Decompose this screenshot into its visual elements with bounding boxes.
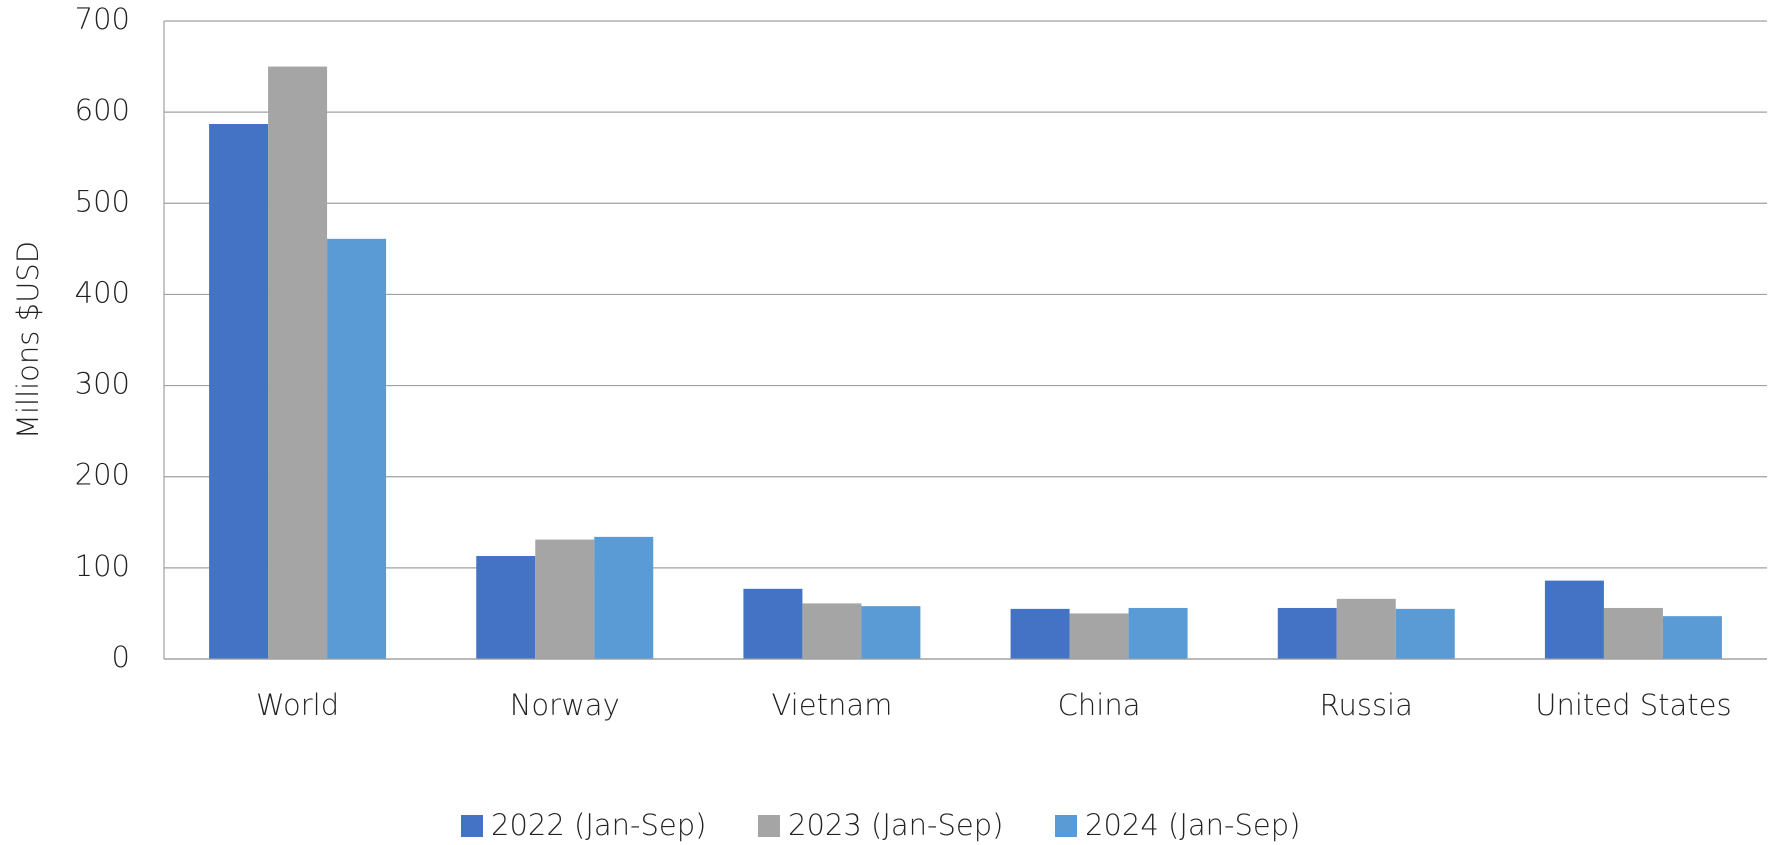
bar <box>209 123 269 659</box>
x-tick-label: United States <box>1535 688 1731 722</box>
y-tick-label: 500 <box>75 184 130 218</box>
y-tick-label: 100 <box>75 549 130 583</box>
bar <box>1395 608 1455 659</box>
legend-swatch <box>461 815 483 837</box>
bar <box>594 536 654 659</box>
bar <box>802 603 862 659</box>
bar <box>743 588 803 659</box>
y-tick-label: 600 <box>75 93 130 127</box>
bar <box>268 66 328 660</box>
y-tick-label: 400 <box>75 275 130 309</box>
bar <box>535 539 595 659</box>
bar <box>861 606 921 659</box>
y-tick-label: 300 <box>75 367 130 401</box>
bar <box>1662 616 1722 659</box>
bar <box>1544 580 1604 659</box>
bar <box>1010 608 1070 659</box>
x-tick-label: World <box>256 688 339 722</box>
legend-swatch <box>758 815 780 837</box>
bar <box>476 556 536 659</box>
y-tick-label: 200 <box>75 458 130 492</box>
legend-label: 2023 (Jan-Sep) <box>788 808 1003 842</box>
bar <box>1277 607 1337 659</box>
bar <box>327 238 387 659</box>
x-tick-label: Norway <box>510 688 620 722</box>
bar <box>1336 598 1396 659</box>
y-tick-label: 700 <box>75 2 130 36</box>
legend-label: 2024 (Jan-Sep) <box>1085 808 1300 842</box>
legend-label: 2022 (Jan-Sep) <box>491 808 706 842</box>
bar <box>1128 607 1188 659</box>
legend-swatch <box>1055 815 1077 837</box>
x-tick-label: Vietnam <box>771 688 892 722</box>
bar <box>1603 607 1663 659</box>
y-axis-label: Millions $USD <box>11 241 45 439</box>
x-tick-label: Russia <box>1320 688 1413 722</box>
y-tick-label: 0 <box>112 640 130 674</box>
bar <box>1069 613 1129 659</box>
x-tick-label: China <box>1058 688 1141 722</box>
